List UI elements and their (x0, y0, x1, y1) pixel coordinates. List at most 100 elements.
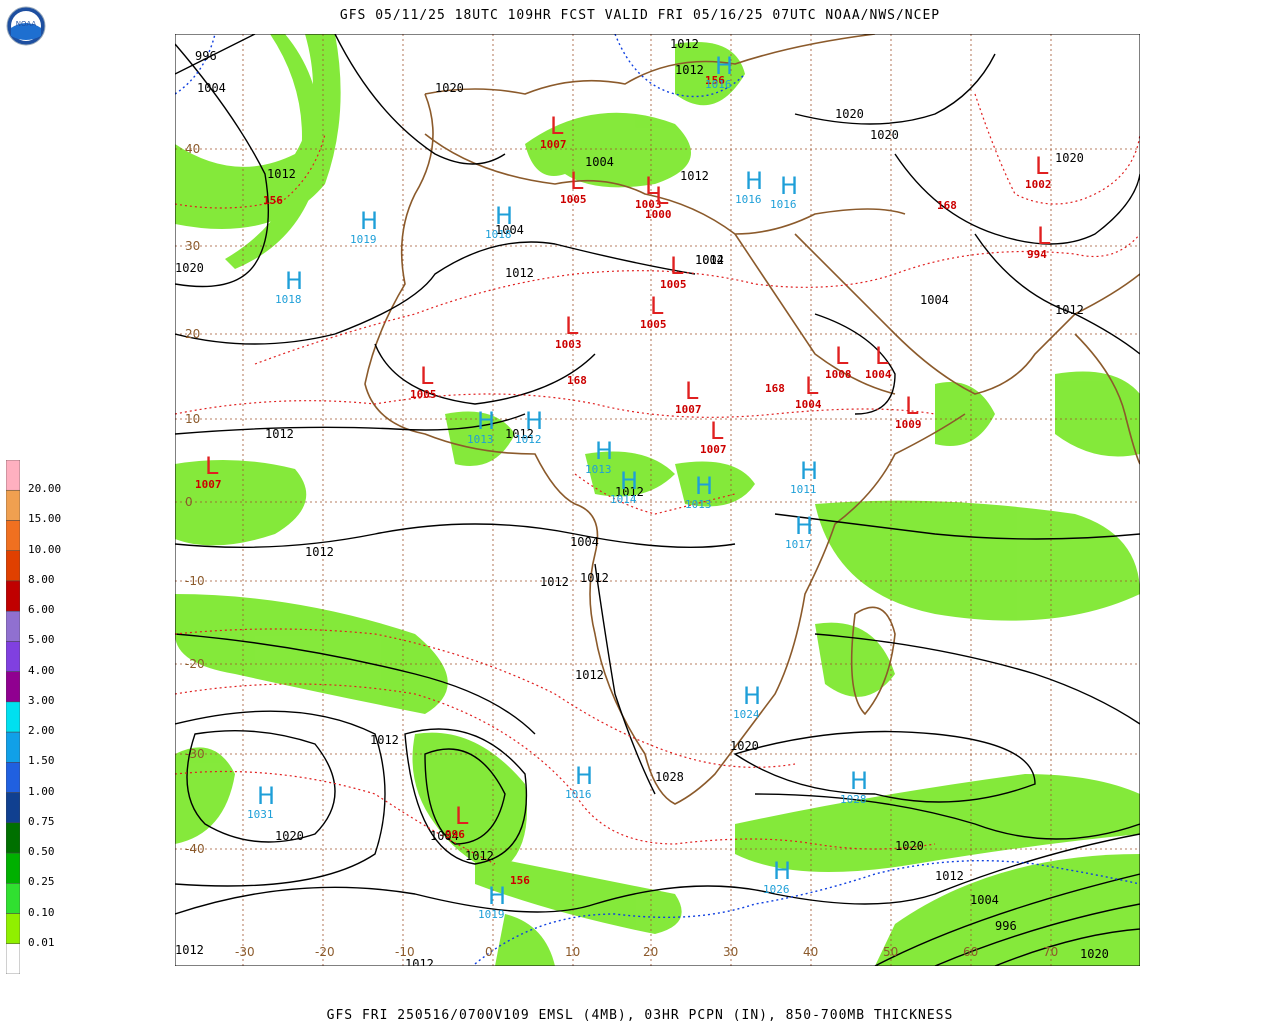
legend-label: 15.00 (28, 512, 62, 526)
precip-south-swirl (412, 732, 527, 874)
isobar (374, 343, 596, 405)
isobar (175, 523, 736, 549)
thickness-line (175, 628, 796, 768)
lat-label: 0 (185, 495, 193, 509)
legend-swatch (6, 671, 20, 703)
chart-subtitle: GFS FRI 250516/0700V109 EMSL (4MB), 03HR… (326, 1008, 954, 1023)
isobar-label: 1012 (935, 869, 964, 883)
legend-swatch (6, 852, 20, 884)
lon-label: 70 (1043, 945, 1058, 959)
legend-swatch (6, 943, 20, 974)
legend-label: 0.10 (28, 905, 55, 919)
center-letter: L (1035, 152, 1049, 180)
coastlines (364, 34, 1140, 805)
center-letter: L (710, 417, 724, 445)
isobar-label: 1012 (405, 957, 434, 966)
isobar-label: 1012 (680, 169, 709, 183)
lat-label: 20 (185, 327, 200, 341)
center-letter: L (205, 452, 219, 480)
center-letter: H (695, 472, 713, 500)
lon-label: 20 (643, 945, 658, 959)
isobar-label: 1012 (575, 668, 604, 682)
legend-swatch (6, 489, 20, 521)
thickness-label: 168 (937, 199, 957, 212)
center-value: 1028 (840, 793, 867, 806)
legend-swatch (6, 550, 20, 582)
isobar (175, 43, 269, 288)
isobar-label: 1020 (175, 261, 204, 275)
pressure-labels: 996 1004 1020 1012 1012 1020 1020 1012 1004 1012 1… (175, 37, 1109, 966)
isobar (994, 928, 1140, 966)
center-value: 994 (1027, 248, 1047, 261)
precip-nw-arc (225, 34, 321, 269)
center-letter: H (595, 437, 613, 465)
isobar-label: 1020 (1055, 151, 1084, 165)
center-letter: H (525, 407, 543, 435)
legend-label: 6.00 (28, 603, 55, 617)
coast-madagascar (850, 606, 896, 716)
isobar-label: 1012 (1055, 303, 1084, 317)
center-value: 1016 (770, 198, 797, 211)
center-value: 1007 (195, 478, 222, 491)
isobar-label: 1012 (370, 733, 399, 747)
center-letter: H (800, 457, 818, 485)
center-letter: L (565, 312, 579, 340)
lon-label: 30 (723, 945, 738, 959)
center-letter: H (620, 467, 638, 495)
legend-label: 5.00 (28, 633, 55, 647)
coast-mediterranean (424, 133, 906, 235)
isobar-label: 1004 (920, 293, 949, 307)
legend-swatch (6, 762, 20, 793)
legend-swatch (6, 580, 20, 612)
isobar-label: 1012 (505, 266, 534, 280)
lat-label: -20 (185, 657, 205, 671)
legend-color-bar (6, 460, 20, 974)
center-value: 1018 (485, 228, 512, 241)
isobar (404, 728, 528, 865)
center-value: 1004 (795, 398, 822, 411)
center-letter: L (645, 172, 659, 200)
isobar-label: 1028 (655, 770, 684, 784)
isobar-label: 996 (195, 49, 217, 63)
coast-india (1074, 333, 1140, 465)
lat-label: -10 (185, 574, 205, 588)
chart-title: GFS 05/11/25 18UTC 109HR FCST VALID FRI … (339, 8, 941, 23)
isobar (594, 563, 656, 795)
isobar (175, 633, 536, 735)
legend-swatch (6, 460, 20, 491)
legend-label: 8.00 (28, 572, 55, 586)
precip-indian-ocean (815, 500, 1140, 621)
center-value: 1018 (275, 293, 302, 306)
lon-label: -10 (395, 945, 415, 959)
center-value: 1005 (640, 318, 667, 331)
blue-line-south (474, 859, 1140, 965)
center-letter: H (495, 202, 513, 230)
center-value: 1016 (565, 788, 592, 801)
isobar (186, 729, 336, 843)
isobar-label: 1020 (870, 128, 899, 142)
logo-text: NOAA (16, 20, 37, 28)
isobar-label: 1012 (675, 63, 704, 77)
isobar-label: 1004 (695, 253, 724, 267)
isobar-label: 1020 (730, 739, 759, 753)
precip-south-small (495, 914, 555, 966)
noaa-logo-icon: NOAA (6, 6, 46, 46)
legend-label: 4.00 (28, 663, 55, 677)
thickness-line (574, 473, 736, 515)
legend-label: 0.75 (28, 814, 55, 828)
legend-swatch (6, 822, 20, 854)
isobar-label: 1004 (585, 155, 614, 169)
center-value: 1007 (675, 403, 702, 416)
isobar-label: 1012 (465, 849, 494, 863)
center-value: 1011 (790, 483, 817, 496)
